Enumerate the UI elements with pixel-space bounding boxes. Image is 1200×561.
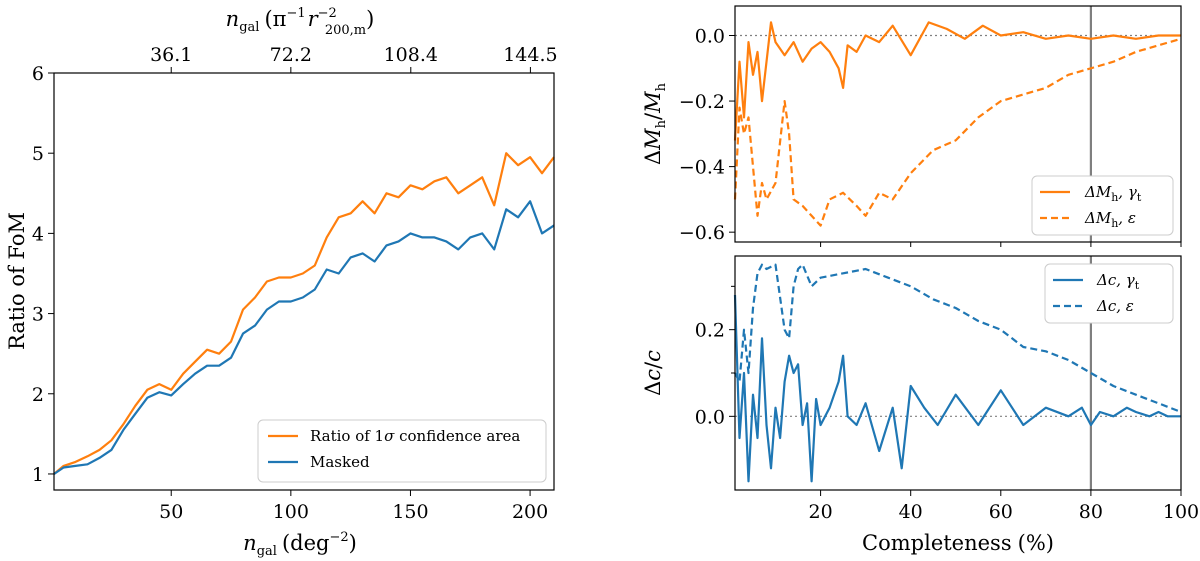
rb-xtick-label: 80 xyxy=(1079,501,1103,523)
rb-series-line-0 xyxy=(733,294,1181,483)
left-xtick-label: 150 xyxy=(392,501,428,523)
rb-ytick-label: 0.2 xyxy=(695,320,725,342)
rb-xtick-label: 100 xyxy=(1163,501,1199,523)
rt-plot-frame xyxy=(734,5,1182,243)
rb-xtick-label: 20 xyxy=(809,501,833,523)
left-ytick-label: 3 xyxy=(32,304,44,326)
right-top-panel: 0.0 −0.2 −0.4 −0.6 ΔMh/Mh ΔMh, γt ΔMh, ε xyxy=(641,5,1182,247)
rt-legend: ΔMh, γt ΔMh, ε xyxy=(1031,175,1174,236)
rt-y-axis-label: ΔMh/Mh xyxy=(641,82,669,165)
left-series-line-0 xyxy=(53,152,555,475)
left-plot-frame xyxy=(53,72,555,491)
legend-label-masked: Masked xyxy=(310,453,370,471)
left-top-tick-label: 144.5 xyxy=(503,44,557,66)
rb-series-line-1 xyxy=(734,263,1182,414)
left-panel: 1 2 3 4 5 6 50 100 150 200 36.1 72.2 108.4 144.5 ngal… xyxy=(5,6,558,559)
legend-label-dc-gamma: Δc, γt xyxy=(1096,271,1140,292)
left-top-tick-label: 108.4 xyxy=(384,44,438,66)
legend-label-dc-eps: Δc, ε xyxy=(1096,297,1134,315)
left-xtick-label: 200 xyxy=(512,501,548,523)
left-top-axis-label: ngal (π−1r−2 200,m) xyxy=(226,6,375,38)
rt-ytick-label: −0.2 xyxy=(679,91,725,113)
left-xtick-label: 50 xyxy=(159,501,183,523)
left-legend-box xyxy=(257,419,547,483)
right-bottom-panel: 0.0 0.2 20 40 60 80 100 Δc/c Completeness (%) Δ… xyxy=(641,255,1199,555)
rb-legend: Δc, γt Δc, ε xyxy=(1044,263,1174,324)
rb-ticks: 0.0 0.2 20 40 60 80 100 xyxy=(695,285,1199,523)
left-ytick-label: 6 xyxy=(32,63,44,85)
rb-ytick-label: 0.0 xyxy=(695,406,725,428)
left-ticks: 1 2 3 4 5 6 50 100 150 200 36.1 72.2 108.4 144.5 xyxy=(32,44,558,523)
left-top-tick-label: 36.1 xyxy=(150,44,192,66)
rt-series-line-1 xyxy=(733,37,1182,227)
left-series-line-1 xyxy=(53,200,555,475)
legend-label-dmh-gamma: ΔMh, γt xyxy=(1084,183,1142,204)
left-y-axis-label: Ratio of FoM xyxy=(5,212,29,350)
legend-label-dmh-eps: ΔMh, ε xyxy=(1084,209,1136,230)
left-top-tick-label: 72.2 xyxy=(270,44,312,66)
left-ytick-label: 1 xyxy=(32,464,44,486)
rb-xtick-label: 60 xyxy=(989,501,1013,523)
left-ytick-label: 5 xyxy=(32,143,44,165)
rb-legend-box xyxy=(1044,263,1174,324)
left-ytick-label: 2 xyxy=(32,384,44,406)
left-xtick-label: 100 xyxy=(273,501,309,523)
left-ytick-label: 4 xyxy=(32,223,44,245)
rt-legend-box xyxy=(1031,175,1174,236)
rt-ytick-label: −0.4 xyxy=(679,157,725,179)
rb-x-axis-label: Completeness (%) xyxy=(862,531,1054,555)
rt-series-line-0 xyxy=(733,21,1181,141)
rt-ticks: 0.0 −0.2 −0.4 −0.6 xyxy=(679,26,1182,247)
rb-y-axis-label: Δc/c xyxy=(641,350,665,396)
left-series-group xyxy=(53,152,555,475)
rt-ytick-label: −0.6 xyxy=(679,222,725,244)
legend-label-fom-ratio: Ratio of 1σ confidence area xyxy=(310,427,520,445)
left-x-axis-label: ngal (deg−2) xyxy=(243,530,357,559)
rb-xtick-label: 40 xyxy=(899,501,923,523)
left-legend: Ratio of 1σ confidence area Masked xyxy=(257,419,547,483)
rt-ytick-label: 0.0 xyxy=(695,26,725,48)
